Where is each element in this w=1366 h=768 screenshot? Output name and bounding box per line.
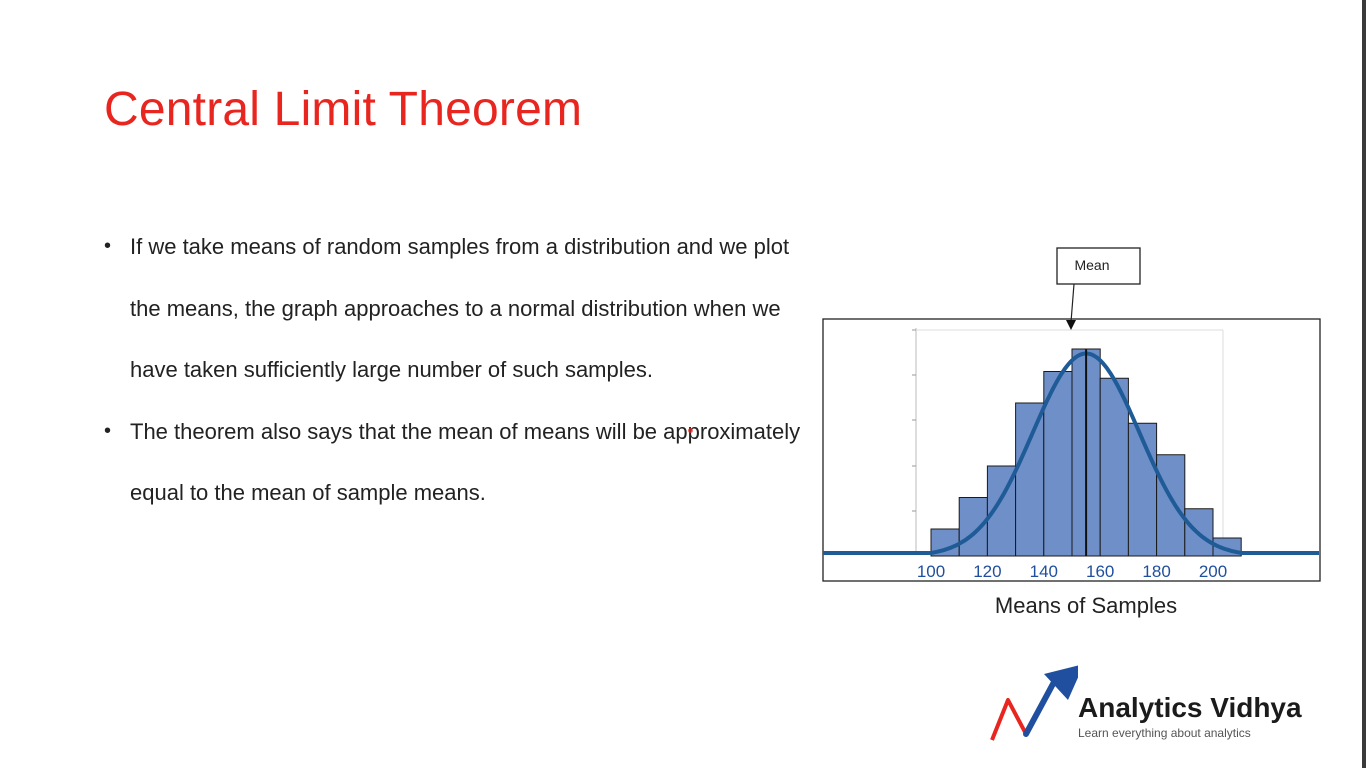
bullet-item-1: • If we take means of random samples fro… (104, 216, 804, 401)
histogram-bar (1127, 422, 1158, 557)
histogram-bar (1099, 377, 1129, 557)
x-axis-label: Means of Samples (995, 593, 1177, 618)
window-edge (1362, 0, 1366, 768)
histogram-bar (1015, 402, 1045, 557)
normal-curve (823, 351, 1319, 555)
x-tick-label: 120 (973, 562, 1001, 581)
slide-title: Central Limit Theorem (104, 83, 583, 136)
logo-tagline: Learn everything about analytics (1078, 726, 1251, 740)
bullet-dot-icon: • (104, 235, 112, 257)
histogram-bar (1156, 454, 1186, 557)
logo-name: Analytics Vidhya (1078, 692, 1302, 723)
mean-callout: Mean (1056, 247, 1141, 330)
arrow-down-icon (1066, 320, 1076, 330)
bullet-text-1: If we take means of random samples from … (130, 234, 790, 382)
y-axis (912, 328, 917, 554)
x-tick-label: 160 (1086, 562, 1114, 581)
x-tick-label: 180 (1142, 562, 1170, 581)
cursor-mark (688, 428, 693, 433)
bullet-dot-icon: • (104, 419, 112, 442)
bullet-list: • If we take means of random samples fro… (104, 216, 804, 524)
histogram-chart: 100 120 140 160 180 200 Means of Samples Mean (822, 247, 1321, 618)
x-ticks: 100 120 140 160 180 200 (917, 562, 1227, 581)
brand-logo: Analytics Vidhya Learn everything about … (988, 660, 1338, 750)
analytics-vidhya-logo-icon (990, 665, 1078, 741)
x-tick-label: 100 (917, 562, 945, 581)
x-tick-label: 200 (1199, 562, 1227, 581)
mean-callout-label: Mean (1074, 257, 1109, 273)
x-tick-label: 140 (1030, 562, 1058, 581)
